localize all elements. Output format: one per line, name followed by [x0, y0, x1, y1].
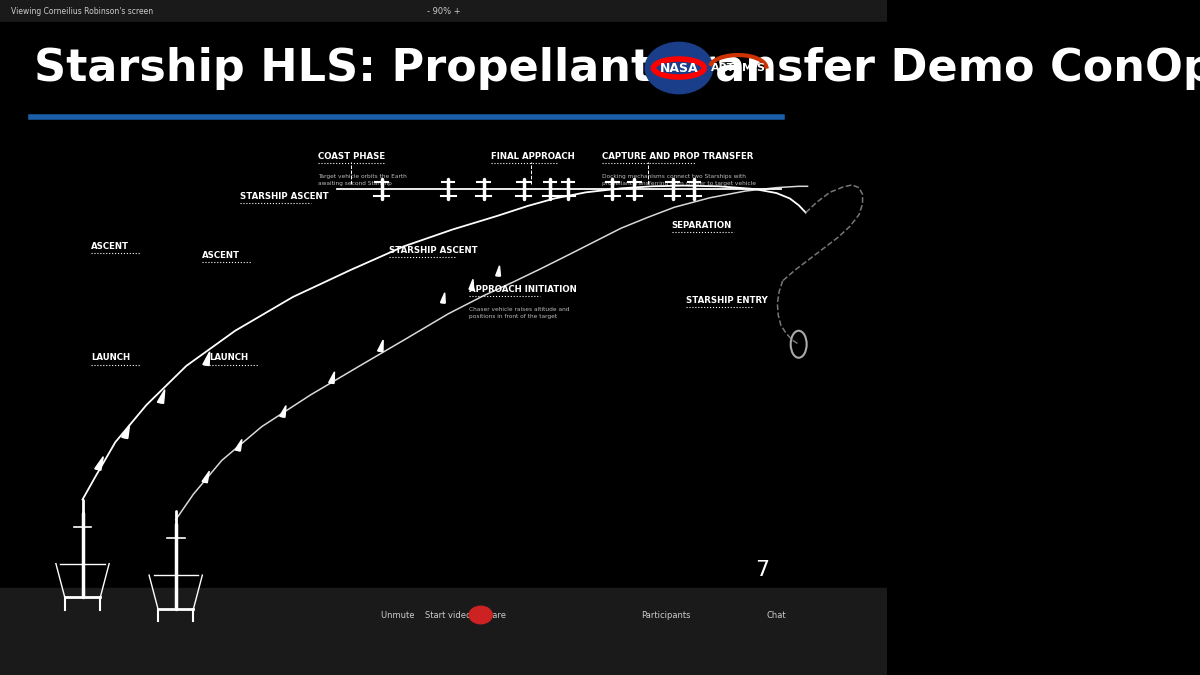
- Polygon shape: [440, 293, 445, 303]
- Text: Chaser vehicle raises altitude and
positions in front of the target: Chaser vehicle raises altitude and posit…: [468, 307, 569, 319]
- Text: Participants: Participants: [641, 610, 690, 620]
- Text: NASA: NASA: [660, 61, 698, 74]
- Circle shape: [646, 43, 713, 94]
- Polygon shape: [280, 406, 286, 417]
- Text: - 90% +: - 90% +: [427, 7, 461, 16]
- Text: LAUNCH: LAUNCH: [210, 354, 248, 362]
- Text: ASCENT: ASCENT: [203, 251, 240, 260]
- Text: STARSHIP ASCENT: STARSHIP ASCENT: [389, 246, 478, 255]
- Polygon shape: [378, 340, 383, 352]
- Polygon shape: [203, 352, 210, 366]
- Bar: [0, 0, 888, 22]
- Text: SEPARATION: SEPARATION: [672, 221, 732, 230]
- Polygon shape: [469, 279, 474, 290]
- Bar: [0, 22, 888, 117]
- Circle shape: [469, 606, 492, 624]
- Polygon shape: [121, 425, 130, 439]
- Text: CAPTURE AND PROP TRANSFER: CAPTURE AND PROP TRANSFER: [601, 152, 754, 161]
- Text: ARTEMIS: ARTEMIS: [710, 63, 766, 73]
- Polygon shape: [202, 471, 209, 483]
- Text: ASCENT: ASCENT: [91, 242, 130, 251]
- Text: Viewing Corneilius Robinson's screen: Viewing Corneilius Robinson's screen: [11, 7, 152, 16]
- Text: Starship HLS: Propellant Transfer Demo ConOps: Starship HLS: Propellant Transfer Demo C…: [34, 47, 1200, 90]
- Text: Docking mechanisms connect two Starships with
propellant transferring from chase: Docking mechanisms connect two Starships…: [601, 174, 756, 186]
- Text: FINAL APPROACH: FINAL APPROACH: [491, 152, 575, 161]
- Text: STARSHIP ENTRY: STARSHIP ENTRY: [686, 296, 768, 305]
- Polygon shape: [157, 389, 164, 404]
- Text: LAUNCH: LAUNCH: [91, 354, 131, 362]
- Bar: [0, 588, 888, 675]
- Polygon shape: [235, 439, 242, 451]
- Text: 7: 7: [755, 560, 769, 580]
- Polygon shape: [329, 372, 335, 383]
- Text: Target vehicle orbits the Earth
awaiting second Starship: Target vehicle orbits the Earth awaiting…: [318, 174, 407, 186]
- Text: STARSHIP ASCENT: STARSHIP ASCENT: [240, 192, 329, 201]
- Polygon shape: [95, 457, 103, 470]
- Text: Chat: Chat: [767, 610, 786, 620]
- Polygon shape: [496, 266, 500, 276]
- Text: Unmute    Start video    Share: Unmute Start video Share: [382, 610, 506, 620]
- Text: APPROACH INITIATION: APPROACH INITIATION: [468, 285, 576, 294]
- Text: COAST PHASE: COAST PHASE: [318, 152, 385, 161]
